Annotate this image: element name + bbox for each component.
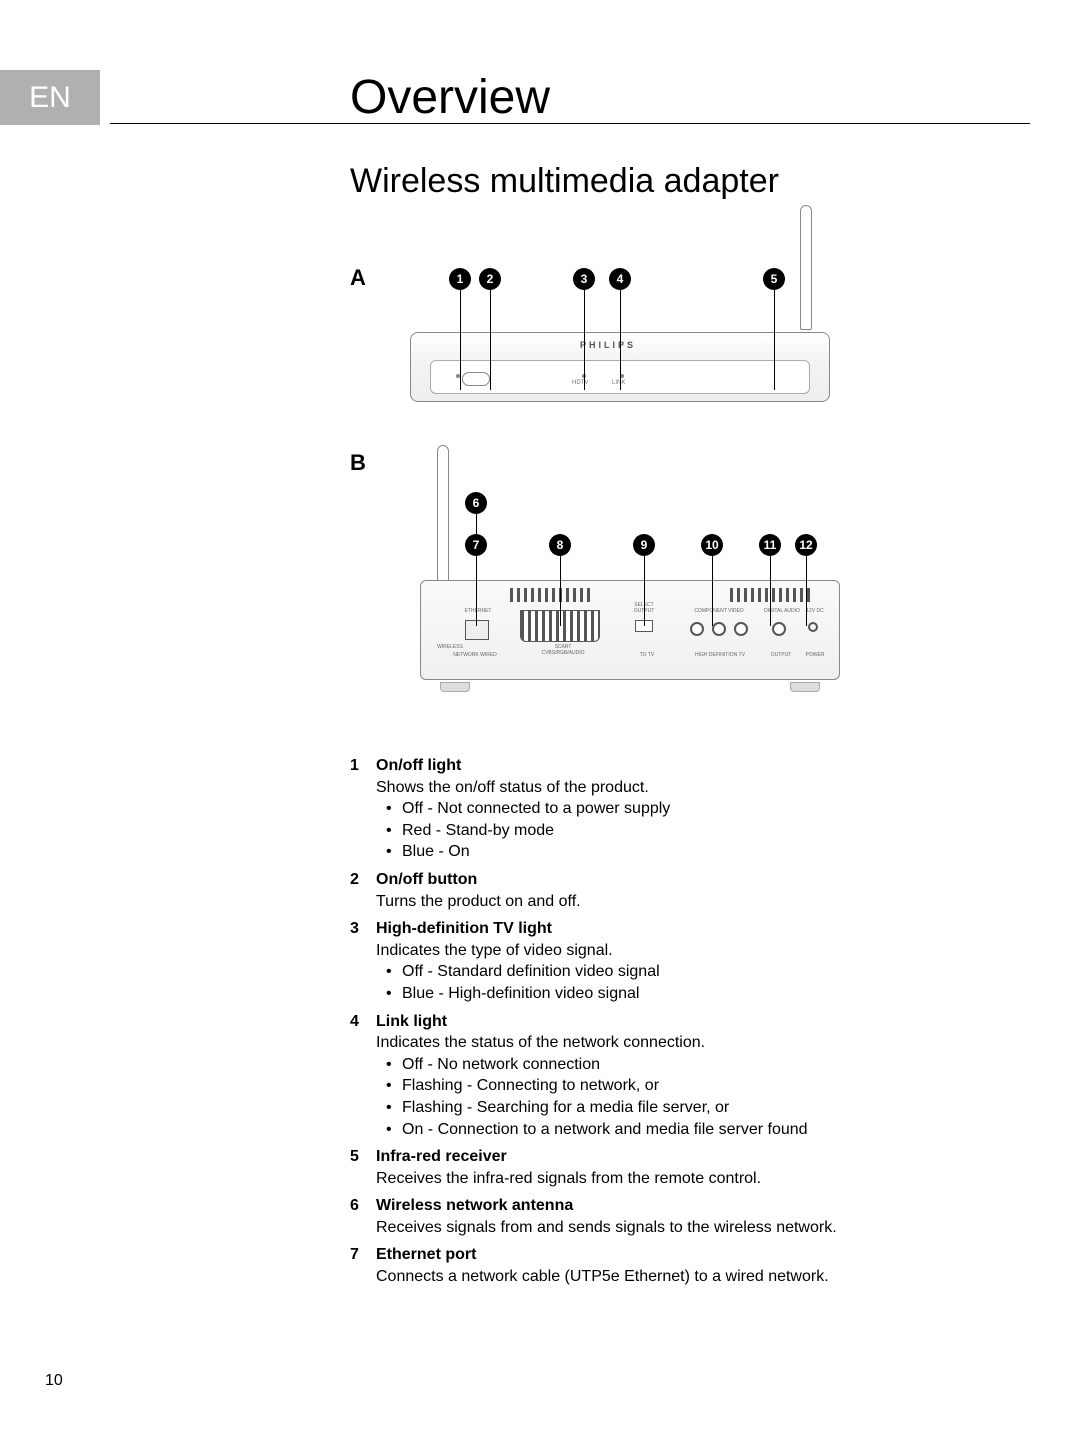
device-rear-view: ETHERNET WIRELESS NETWORK WIRED SCART CV…	[420, 580, 840, 692]
callout-4: 4	[609, 268, 631, 290]
desc-title: On/off light	[376, 755, 990, 777]
desc-text: Shows the on/off status of the product.	[376, 777, 990, 799]
desc-bullets: Off - Not connected to a power supplyRed…	[376, 798, 990, 863]
header-rule	[110, 123, 1030, 124]
desc-title: High-definition TV light	[376, 918, 990, 940]
desc-bullet: Flashing - Connecting to network, or	[376, 1075, 990, 1097]
desc-item-5: 5Infra-red receiverReceives the infra-re…	[350, 1146, 990, 1189]
desc-number: 6	[350, 1195, 376, 1238]
rear-scart-label: SCART CVBS/RGB/AUDIO	[528, 644, 598, 656]
leader-3	[584, 290, 585, 390]
callout-3: 3	[573, 268, 595, 290]
desc-number: 4	[350, 1011, 376, 1141]
leader-1	[460, 290, 461, 390]
leader-2	[490, 290, 491, 390]
desc-item-6: 6Wireless network antennaReceives signal…	[350, 1195, 990, 1238]
desc-bullet: Flashing - Searching for a media file se…	[376, 1097, 990, 1119]
callout-9: 9	[633, 534, 655, 556]
desc-bullet: Red - Stand-by mode	[376, 820, 990, 842]
desc-bullet: Blue - On	[376, 841, 990, 863]
page-number: 10	[45, 1372, 63, 1390]
desc-bullet: Blue - High-definition video signal	[376, 983, 990, 1005]
desc-text: Turns the product on and off.	[376, 891, 990, 913]
rear-eth-label: ETHERNET	[460, 608, 496, 614]
desc-item-4: 4Link lightIndicates the status of the n…	[350, 1011, 990, 1141]
desc-text: Indicates the status of the network conn…	[376, 1032, 990, 1054]
desc-text: Receives signals from and sends signals …	[376, 1217, 990, 1239]
callout-6: 6	[465, 492, 487, 514]
rear-component-label: COMPONENT VIDEO	[684, 608, 754, 614]
page-title: Overview	[350, 70, 550, 125]
rear-power-label: POWER	[802, 652, 828, 658]
rear-totv-label: TO TV	[634, 652, 660, 658]
desc-body: On/off buttonTurns the product on and of…	[376, 869, 990, 912]
page-subtitle: Wireless multimedia adapter	[350, 162, 779, 201]
callout-12: 12	[795, 534, 817, 556]
desc-body: On/off lightShows the on/off status of t…	[376, 755, 990, 863]
antenna-front	[800, 205, 812, 330]
rear-digaudio-label: DIGITAL AUDIO	[760, 608, 804, 614]
brand-label: PHILIPS	[580, 340, 636, 350]
callout-1: 1	[449, 268, 471, 290]
desc-bullets: Off - Standard definition video signalBl…	[376, 961, 990, 1004]
callout-8: 8	[549, 534, 571, 556]
desc-item-2: 2On/off buttonTurns the product on and o…	[350, 869, 990, 912]
desc-title: Ethernet port	[376, 1244, 990, 1266]
rear-network-label: NETWORK WIRED	[440, 652, 510, 658]
desc-item-1: 1On/off lightShows the on/off status of …	[350, 755, 990, 863]
desc-bullets: Off - No network connectionFlashing - Co…	[376, 1054, 990, 1140]
desc-bullet: Off - Standard definition video signal	[376, 961, 990, 983]
desc-title: Wireless network antenna	[376, 1195, 990, 1217]
view-label-b: B	[350, 450, 366, 476]
desc-body: Ethernet portConnects a network cable (U…	[376, 1244, 990, 1287]
desc-body: Infra-red receiverReceives the infra-red…	[376, 1146, 990, 1189]
desc-number: 1	[350, 755, 376, 863]
view-label-a: A	[350, 265, 366, 291]
desc-number: 5	[350, 1146, 376, 1189]
hdtv-label: HDTV	[572, 380, 588, 386]
rear-hdtv-label: HIGH DEFINITION TV	[682, 652, 758, 658]
leader-5	[774, 290, 775, 390]
desc-number: 7	[350, 1244, 376, 1287]
leader-10	[712, 556, 713, 626]
desc-bullet: Off - No network connection	[376, 1054, 990, 1076]
desc-title: Infra-red receiver	[376, 1146, 990, 1168]
callout-10: 10	[701, 534, 723, 556]
desc-body: High-definition TV lightIndicates the ty…	[376, 918, 990, 1004]
leader-8	[560, 556, 561, 626]
desc-text: Indicates the type of video signal.	[376, 940, 990, 962]
callout-5: 5	[763, 268, 785, 290]
desc-body: Link lightIndicates the status of the ne…	[376, 1011, 990, 1141]
leader-9	[644, 556, 645, 626]
desc-bullet: On - Connection to a network and media f…	[376, 1119, 990, 1141]
rear-wireless-label: WIRELESS	[430, 644, 470, 650]
antenna-rear	[437, 445, 449, 590]
desc-text: Receives the infra-red signals from the …	[376, 1168, 990, 1190]
descriptions-list: 1On/off lightShows the on/off status of …	[350, 755, 990, 1294]
callout-7: 7	[465, 534, 487, 556]
language-tab: EN	[0, 70, 100, 125]
desc-bullet: Off - Not connected to a power supply	[376, 798, 990, 820]
leader-11	[770, 556, 771, 626]
desc-title: On/off button	[376, 869, 990, 891]
desc-body: Wireless network antennaReceives signals…	[376, 1195, 990, 1238]
desc-item-3: 3High-definition TV lightIndicates the t…	[350, 918, 990, 1004]
leader-12	[806, 556, 807, 626]
desc-number: 3	[350, 918, 376, 1004]
callout-11: 11	[759, 534, 781, 556]
desc-text: Connects a network cable (UTP5e Ethernet…	[376, 1266, 990, 1288]
leader-7	[476, 556, 477, 626]
link-label: LINK	[612, 380, 625, 386]
leader-4	[620, 290, 621, 390]
ethernet-port-graphic	[465, 620, 489, 640]
desc-item-7: 7Ethernet portConnects a network cable (…	[350, 1244, 990, 1287]
callout-2: 2	[479, 268, 501, 290]
power-button-graphic	[462, 372, 490, 386]
rear-output-label: OUTPUT	[766, 652, 796, 658]
desc-title: Link light	[376, 1011, 990, 1033]
desc-number: 2	[350, 869, 376, 912]
